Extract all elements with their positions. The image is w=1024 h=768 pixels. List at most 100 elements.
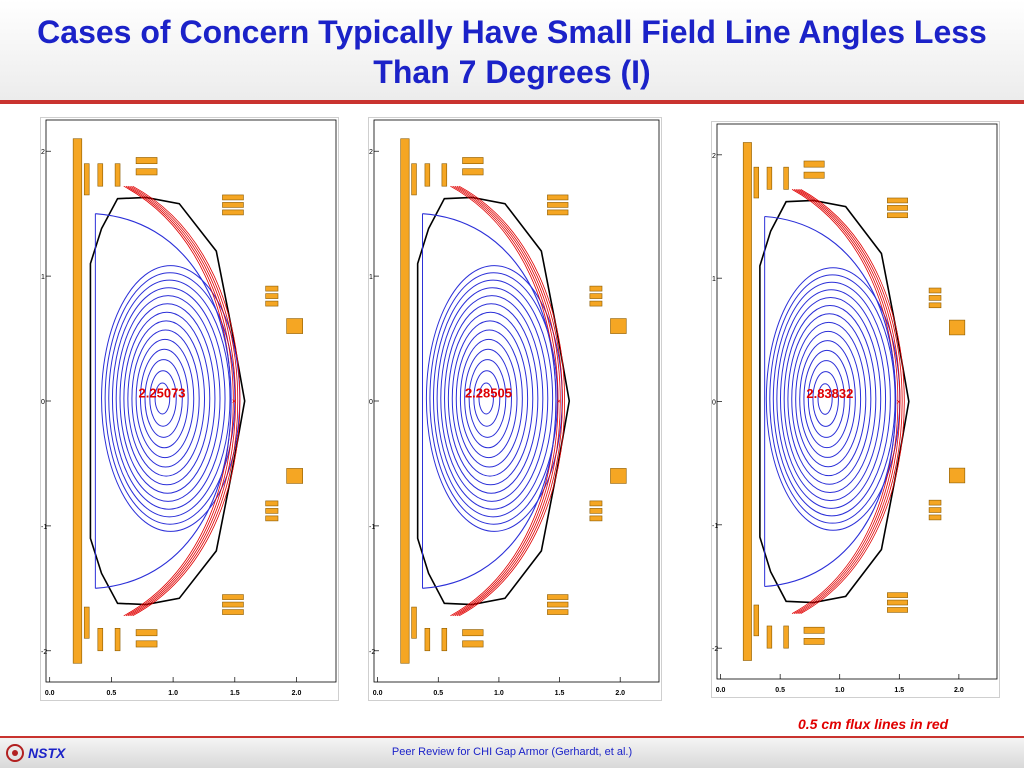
pf-coil xyxy=(803,626,825,634)
flux-surface xyxy=(812,371,839,427)
flux-surface xyxy=(115,295,221,502)
pf-coil xyxy=(265,508,279,514)
flux-surface xyxy=(807,360,845,438)
y-tick-label: 0 xyxy=(41,399,45,406)
x-tick-label: 0.5 xyxy=(775,687,785,694)
plot-frame xyxy=(716,123,998,680)
pf-coil xyxy=(265,293,279,299)
flux-surface xyxy=(429,272,558,525)
pf-coil xyxy=(589,285,603,292)
flux-surface xyxy=(127,320,206,477)
flux-surface xyxy=(803,349,851,449)
pf-coil xyxy=(462,157,484,165)
flux-surface xyxy=(783,305,877,494)
pf-coil xyxy=(887,205,908,211)
pf-coil xyxy=(887,197,908,204)
flux-surface xyxy=(436,287,549,510)
flux-surface xyxy=(772,281,891,517)
flux-surface xyxy=(791,321,867,477)
flux-value-label: 2.28505 xyxy=(465,385,512,400)
slide-header: Cases of Concern Typically Have Small Fi… xyxy=(0,0,1024,100)
separatrix xyxy=(95,213,232,589)
flux-surface xyxy=(776,289,887,509)
pf-coil xyxy=(783,166,789,190)
pf-coil xyxy=(462,629,484,637)
y-tick-label: -2 xyxy=(712,646,718,653)
flux-lines-caption: 0.5 cm flux lines in red xyxy=(798,716,949,732)
flux-surface xyxy=(817,383,833,415)
pf-coil xyxy=(97,627,104,652)
equilibrium-plot-1: 0.0 0.5 1.0 1.5 2.0 2 1 0 -1 -2 × 2.25073 xyxy=(40,117,339,701)
pf-coil xyxy=(589,508,603,514)
x-point-marker: × xyxy=(232,397,237,406)
pf-coil xyxy=(114,627,121,652)
flux-surface xyxy=(478,382,494,415)
footer-text: Peer Review for CHI Gap Armor (Gerhardt,… xyxy=(391,746,633,758)
y-tick-label: 0 xyxy=(369,399,373,406)
flux-surface xyxy=(108,279,231,518)
flux-surface xyxy=(447,311,534,486)
y-tick-label: -1 xyxy=(712,523,718,530)
x-tick-label: 0.0 xyxy=(373,690,383,697)
sol-flux-line xyxy=(456,185,563,617)
pf-coil xyxy=(610,318,627,334)
flux-surface xyxy=(464,348,512,449)
pf-coil xyxy=(928,302,942,309)
x-tick-label: 1.5 xyxy=(230,690,240,697)
pf-coil xyxy=(222,609,244,615)
pf-coil xyxy=(222,194,244,201)
sol-flux-line xyxy=(132,185,241,617)
pf-coil xyxy=(411,606,417,639)
plot-frame xyxy=(45,119,337,683)
x-tick-label: 1.5 xyxy=(555,690,565,697)
pf-coil xyxy=(547,209,569,216)
separatrix xyxy=(764,215,897,588)
pf-coil xyxy=(803,171,825,179)
flux-surface xyxy=(795,330,862,468)
y-tick-label: -2 xyxy=(41,649,47,656)
pf-coil xyxy=(222,601,244,608)
y-tick-label: 2 xyxy=(712,153,716,160)
flux-surface xyxy=(455,329,523,468)
flux-surface xyxy=(119,303,216,494)
x-tick-label: 2.0 xyxy=(292,690,302,697)
vessel-wall xyxy=(89,196,246,606)
x-tick-label: 0.5 xyxy=(107,690,117,697)
footer-band xyxy=(0,738,1024,768)
pf-coil xyxy=(753,604,760,637)
pf-coil xyxy=(222,209,244,216)
sol-flux-line xyxy=(125,185,234,617)
pf-coil xyxy=(135,168,158,176)
pf-coil xyxy=(928,507,942,513)
sol-flux-line xyxy=(794,189,899,614)
y-tick-label: 2 xyxy=(369,149,373,156)
flux-surface xyxy=(799,340,856,458)
center-stack xyxy=(742,142,752,661)
pf-coil xyxy=(949,319,966,336)
y-tick-label: 1 xyxy=(712,276,716,283)
pf-coil xyxy=(753,166,760,199)
pf-coil xyxy=(547,609,569,615)
sol-flux-line xyxy=(127,185,236,617)
pf-coil xyxy=(928,499,942,506)
pf-coil xyxy=(135,640,158,648)
pf-coil xyxy=(547,194,569,201)
pf-coil xyxy=(411,163,417,196)
header-divider xyxy=(0,100,1024,104)
slide-title: Cases of Concern Typically Have Small Fi… xyxy=(37,14,987,90)
pf-coil xyxy=(766,625,773,649)
y-tick-label: -2 xyxy=(369,649,375,656)
x-tick-label: 1.0 xyxy=(168,690,178,697)
equilibrium-plot-2: 0.0 0.5 1.0 1.5 2.0 2 1 0 -1 -2 × 2.28505 xyxy=(368,117,662,701)
equilibrium-plot-3: 0.0 0.5 1.0 1.5 2.0 2 1 0 -1 -2 × 2.83832 xyxy=(711,121,1000,698)
flux-surface xyxy=(135,338,195,459)
x-tick-label: 0.0 xyxy=(45,690,55,697)
x-tick-label: 0.5 xyxy=(433,690,443,697)
pf-coil xyxy=(97,163,104,187)
x-tick-label: 2.0 xyxy=(954,687,964,694)
pf-coil xyxy=(135,157,158,165)
separatrix xyxy=(422,213,557,589)
pf-coil xyxy=(803,637,825,645)
x-tick-label: 1.0 xyxy=(835,687,845,694)
y-tick-label: 1 xyxy=(369,274,373,281)
